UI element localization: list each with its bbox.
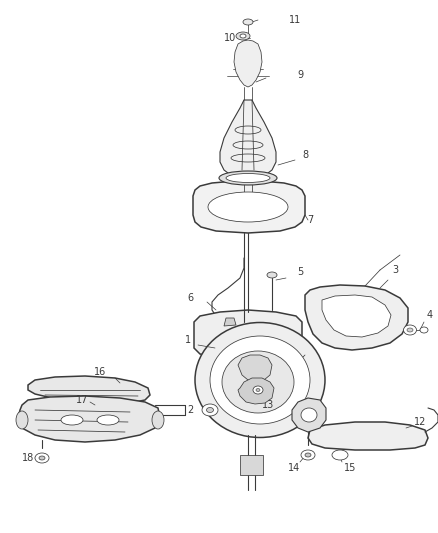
Ellipse shape [206, 408, 213, 413]
Text: 2: 2 [187, 405, 193, 415]
Text: 15: 15 [343, 463, 355, 473]
Ellipse shape [16, 411, 28, 429]
Polygon shape [18, 396, 159, 442]
Polygon shape [237, 355, 272, 382]
Polygon shape [240, 455, 262, 475]
Ellipse shape [97, 415, 119, 425]
Polygon shape [219, 100, 276, 181]
Ellipse shape [201, 404, 218, 416]
Polygon shape [304, 285, 407, 350]
Ellipse shape [252, 386, 262, 394]
Text: 17: 17 [76, 395, 88, 405]
Ellipse shape [208, 192, 287, 222]
Polygon shape [28, 376, 150, 404]
Text: 5: 5 [296, 267, 302, 277]
Text: 1: 1 [184, 335, 191, 345]
Ellipse shape [406, 328, 412, 332]
Ellipse shape [226, 174, 269, 182]
Polygon shape [193, 181, 304, 233]
Polygon shape [307, 422, 427, 450]
Ellipse shape [194, 322, 324, 438]
Text: 7: 7 [306, 215, 312, 225]
Ellipse shape [61, 415, 83, 425]
Ellipse shape [266, 272, 276, 278]
Ellipse shape [331, 450, 347, 460]
Ellipse shape [255, 389, 259, 392]
Polygon shape [237, 378, 273, 404]
Polygon shape [233, 40, 261, 87]
Text: 10: 10 [223, 33, 236, 43]
Polygon shape [321, 295, 390, 337]
Text: 3: 3 [391, 265, 397, 275]
Ellipse shape [240, 34, 245, 38]
Ellipse shape [39, 456, 45, 460]
Ellipse shape [219, 171, 276, 185]
Text: 6: 6 [187, 293, 193, 303]
Ellipse shape [403, 325, 416, 335]
Ellipse shape [236, 32, 249, 40]
Ellipse shape [152, 411, 164, 429]
Text: 12: 12 [413, 417, 425, 427]
Text: 11: 11 [288, 15, 300, 25]
Ellipse shape [419, 327, 427, 333]
Text: 9: 9 [296, 70, 302, 80]
Text: 18: 18 [22, 453, 34, 463]
Ellipse shape [304, 453, 310, 457]
Ellipse shape [222, 351, 293, 413]
Polygon shape [194, 310, 301, 360]
Text: 4: 4 [426, 310, 432, 320]
Ellipse shape [35, 453, 49, 463]
Text: 14: 14 [287, 463, 300, 473]
Ellipse shape [243, 19, 252, 25]
Ellipse shape [300, 408, 316, 422]
Text: 8: 8 [301, 150, 307, 160]
Polygon shape [223, 318, 236, 326]
Text: 13: 13 [261, 400, 273, 410]
Polygon shape [291, 398, 325, 432]
Ellipse shape [209, 336, 309, 424]
Text: 16: 16 [94, 367, 106, 377]
Ellipse shape [300, 450, 314, 460]
